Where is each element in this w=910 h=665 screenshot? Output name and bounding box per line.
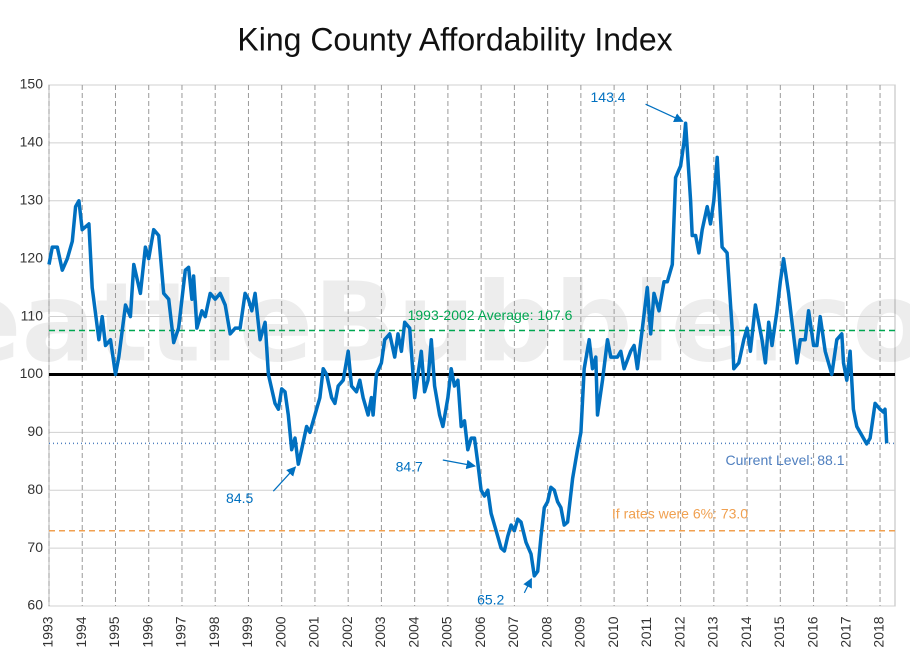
y-tick-label: 130 — [20, 191, 44, 207]
x-tick-label: 2010 — [605, 616, 621, 647]
annotation-arrow — [523, 577, 532, 594]
y-tick-label: 100 — [20, 365, 44, 381]
x-tick-label: 1997 — [173, 616, 189, 647]
x-tick-label: 2008 — [538, 616, 554, 647]
annotation-label: 143.4 — [591, 89, 626, 105]
y-tick-label: 60 — [27, 597, 43, 613]
y-tick-label: 110 — [21, 307, 44, 323]
x-tick-label: 2009 — [572, 616, 588, 647]
chart-title: King County Affordability Index — [237, 21, 672, 57]
x-tick-label: 2012 — [671, 616, 687, 647]
x-tick-label: 1993 — [40, 616, 56, 647]
reference-label: If rates were 6%: 73.0 — [612, 505, 748, 521]
x-tick-label: 2017 — [838, 616, 854, 647]
reference-label: Current Level: 88.1 — [725, 452, 844, 468]
annotation-arrow — [272, 466, 297, 492]
x-tick-label: 2006 — [472, 616, 488, 647]
x-tick-label: 1995 — [106, 616, 122, 647]
annotation-label: 84.5 — [226, 490, 253, 506]
y-tick-label: 90 — [27, 423, 43, 439]
x-tick-label: 1998 — [206, 616, 222, 647]
y-tick-label: 140 — [20, 134, 44, 150]
annotation-arrow — [645, 103, 684, 123]
annotation-arrow — [442, 459, 476, 470]
x-tick-label: 1996 — [139, 616, 155, 647]
annotation-label: 65.2 — [477, 592, 504, 608]
x-tick-label: 2000 — [272, 616, 288, 647]
x-tick-label: 2016 — [804, 616, 820, 647]
x-tick-label: 1994 — [73, 616, 89, 647]
x-tick-label: 2004 — [405, 616, 421, 647]
x-tick-label: 2015 — [771, 616, 787, 647]
x-tick-label: 2001 — [306, 616, 322, 647]
reference-label: 1993-2002 Average: 107.6 — [408, 307, 573, 323]
y-tick-label: 120 — [20, 249, 44, 265]
x-tick-label: 2003 — [372, 616, 388, 647]
x-tick-label: 2014 — [738, 616, 754, 647]
data-line — [47, 121, 889, 578]
x-tick-label: 2018 — [871, 616, 887, 647]
x-tick-label: 2013 — [705, 616, 721, 647]
y-tick-label: 80 — [27, 481, 43, 497]
y-tick-label: 150 — [20, 76, 44, 92]
x-tick-label: 1999 — [239, 616, 255, 647]
x-tick-label: 2011 — [638, 617, 654, 647]
annotation-label: 84.7 — [396, 459, 423, 475]
x-tick-label: 2002 — [339, 616, 355, 647]
y-tick-label: 70 — [27, 539, 43, 555]
x-tick-label: 2005 — [439, 616, 455, 647]
x-tick-label: 2007 — [505, 616, 521, 647]
